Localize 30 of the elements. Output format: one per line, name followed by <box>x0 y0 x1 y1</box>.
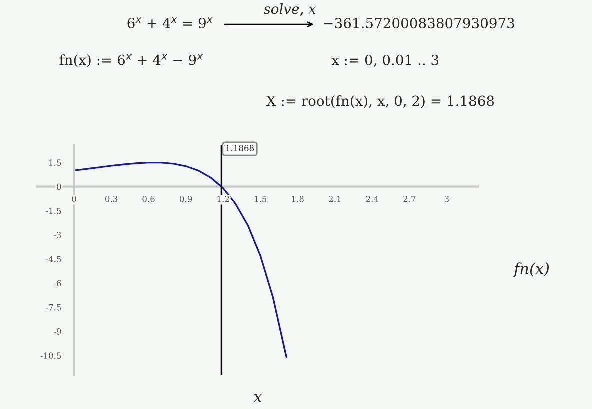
text: fn(x) := 6$^{x}$ + 4$^{x}$ − 9$^{x}$ <box>60 54 204 68</box>
x-tick-label: 3 <box>444 196 449 202</box>
y-tick-label: -10.5 <box>40 352 62 359</box>
line-series <box>73 162 288 358</box>
y-tick-label: -1.5 <box>46 208 62 214</box>
x-tick-label: 1.2 <box>218 196 230 202</box>
y-tick-label: -7.5 <box>46 304 62 311</box>
text: 6$^{x}$ + 4$^{x}$ = 9$^{x}$ <box>128 18 213 29</box>
x-tick-label: 0.3 <box>105 196 118 202</box>
x-tick-label: 0.6 <box>142 196 155 202</box>
x-tick-label: 1.5 <box>254 196 267 202</box>
y-tick-label: -9 <box>54 328 62 335</box>
y-axis-title: fn(x) <box>513 262 550 278</box>
x-tick-label: 2.7 <box>404 196 416 202</box>
text: solve, x <box>264 4 316 16</box>
y-tick-label: -4.5 <box>46 256 62 262</box>
y-tick-label: -3 <box>54 232 62 238</box>
x-tick-label: 2.1 <box>329 196 341 202</box>
x-tick-label: 0.9 <box>180 196 192 202</box>
ref-line-label: 1.1868 <box>226 145 254 152</box>
text: X := root(fn(x), x, 0, 2) = 1.1868 <box>266 96 494 108</box>
y-tick-label: 1.5 <box>50 160 62 166</box>
x-axis-title: x <box>254 394 262 402</box>
text: x := 0, 0.01 .. 3 <box>332 54 439 68</box>
text: −361.57200083807930973 <box>324 18 514 29</box>
y-tick-label: -6 <box>54 280 62 287</box>
x-tick-label: 1.8 <box>292 196 304 202</box>
x-tick-label: 2.4 <box>366 196 379 202</box>
y-tick-label: 0 <box>57 184 62 190</box>
x-tick-label: 0 <box>72 196 76 202</box>
